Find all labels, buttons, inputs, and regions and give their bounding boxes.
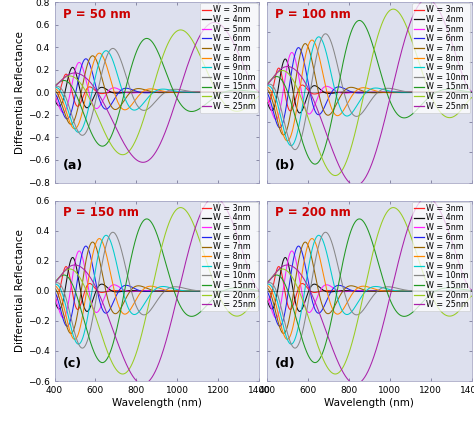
Text: (d): (d)	[275, 357, 296, 370]
Y-axis label: Differential Reflectance: Differential Reflectance	[15, 229, 25, 352]
Text: P = 200 nm: P = 200 nm	[275, 206, 351, 219]
Text: (c): (c)	[63, 357, 82, 370]
Legend: W = 3nm, W = 4nm, W = 5nm, W = 6nm, W = 7nm, W = 8nm, W = 9nm, W = 10nm, W = 15n: W = 3nm, W = 4nm, W = 5nm, W = 6nm, W = …	[412, 3, 470, 113]
Legend: W = 3nm, W = 4nm, W = 5nm, W = 6nm, W = 7nm, W = 8nm, W = 9nm, W = 10nm, W = 15n: W = 3nm, W = 4nm, W = 5nm, W = 6nm, W = …	[200, 3, 258, 113]
Text: P = 150 nm: P = 150 nm	[63, 206, 138, 219]
Legend: W = 3nm, W = 4nm, W = 5nm, W = 6nm, W = 7nm, W = 8nm, W = 9nm, W = 10nm, W = 15n: W = 3nm, W = 4nm, W = 5nm, W = 6nm, W = …	[200, 202, 258, 311]
Text: P = 100 nm: P = 100 nm	[275, 8, 351, 21]
Text: (b): (b)	[275, 159, 296, 172]
X-axis label: Wavelength (nm): Wavelength (nm)	[112, 398, 201, 408]
Y-axis label: Differential Reflectance: Differential Reflectance	[15, 31, 25, 154]
Text: (a): (a)	[63, 159, 83, 172]
Legend: W = 3nm, W = 4nm, W = 5nm, W = 6nm, W = 7nm, W = 8nm, W = 9nm, W = 10nm, W = 15n: W = 3nm, W = 4nm, W = 5nm, W = 6nm, W = …	[412, 202, 470, 311]
X-axis label: Wavelength (nm): Wavelength (nm)	[325, 398, 414, 408]
Text: P = 50 nm: P = 50 nm	[63, 8, 130, 21]
